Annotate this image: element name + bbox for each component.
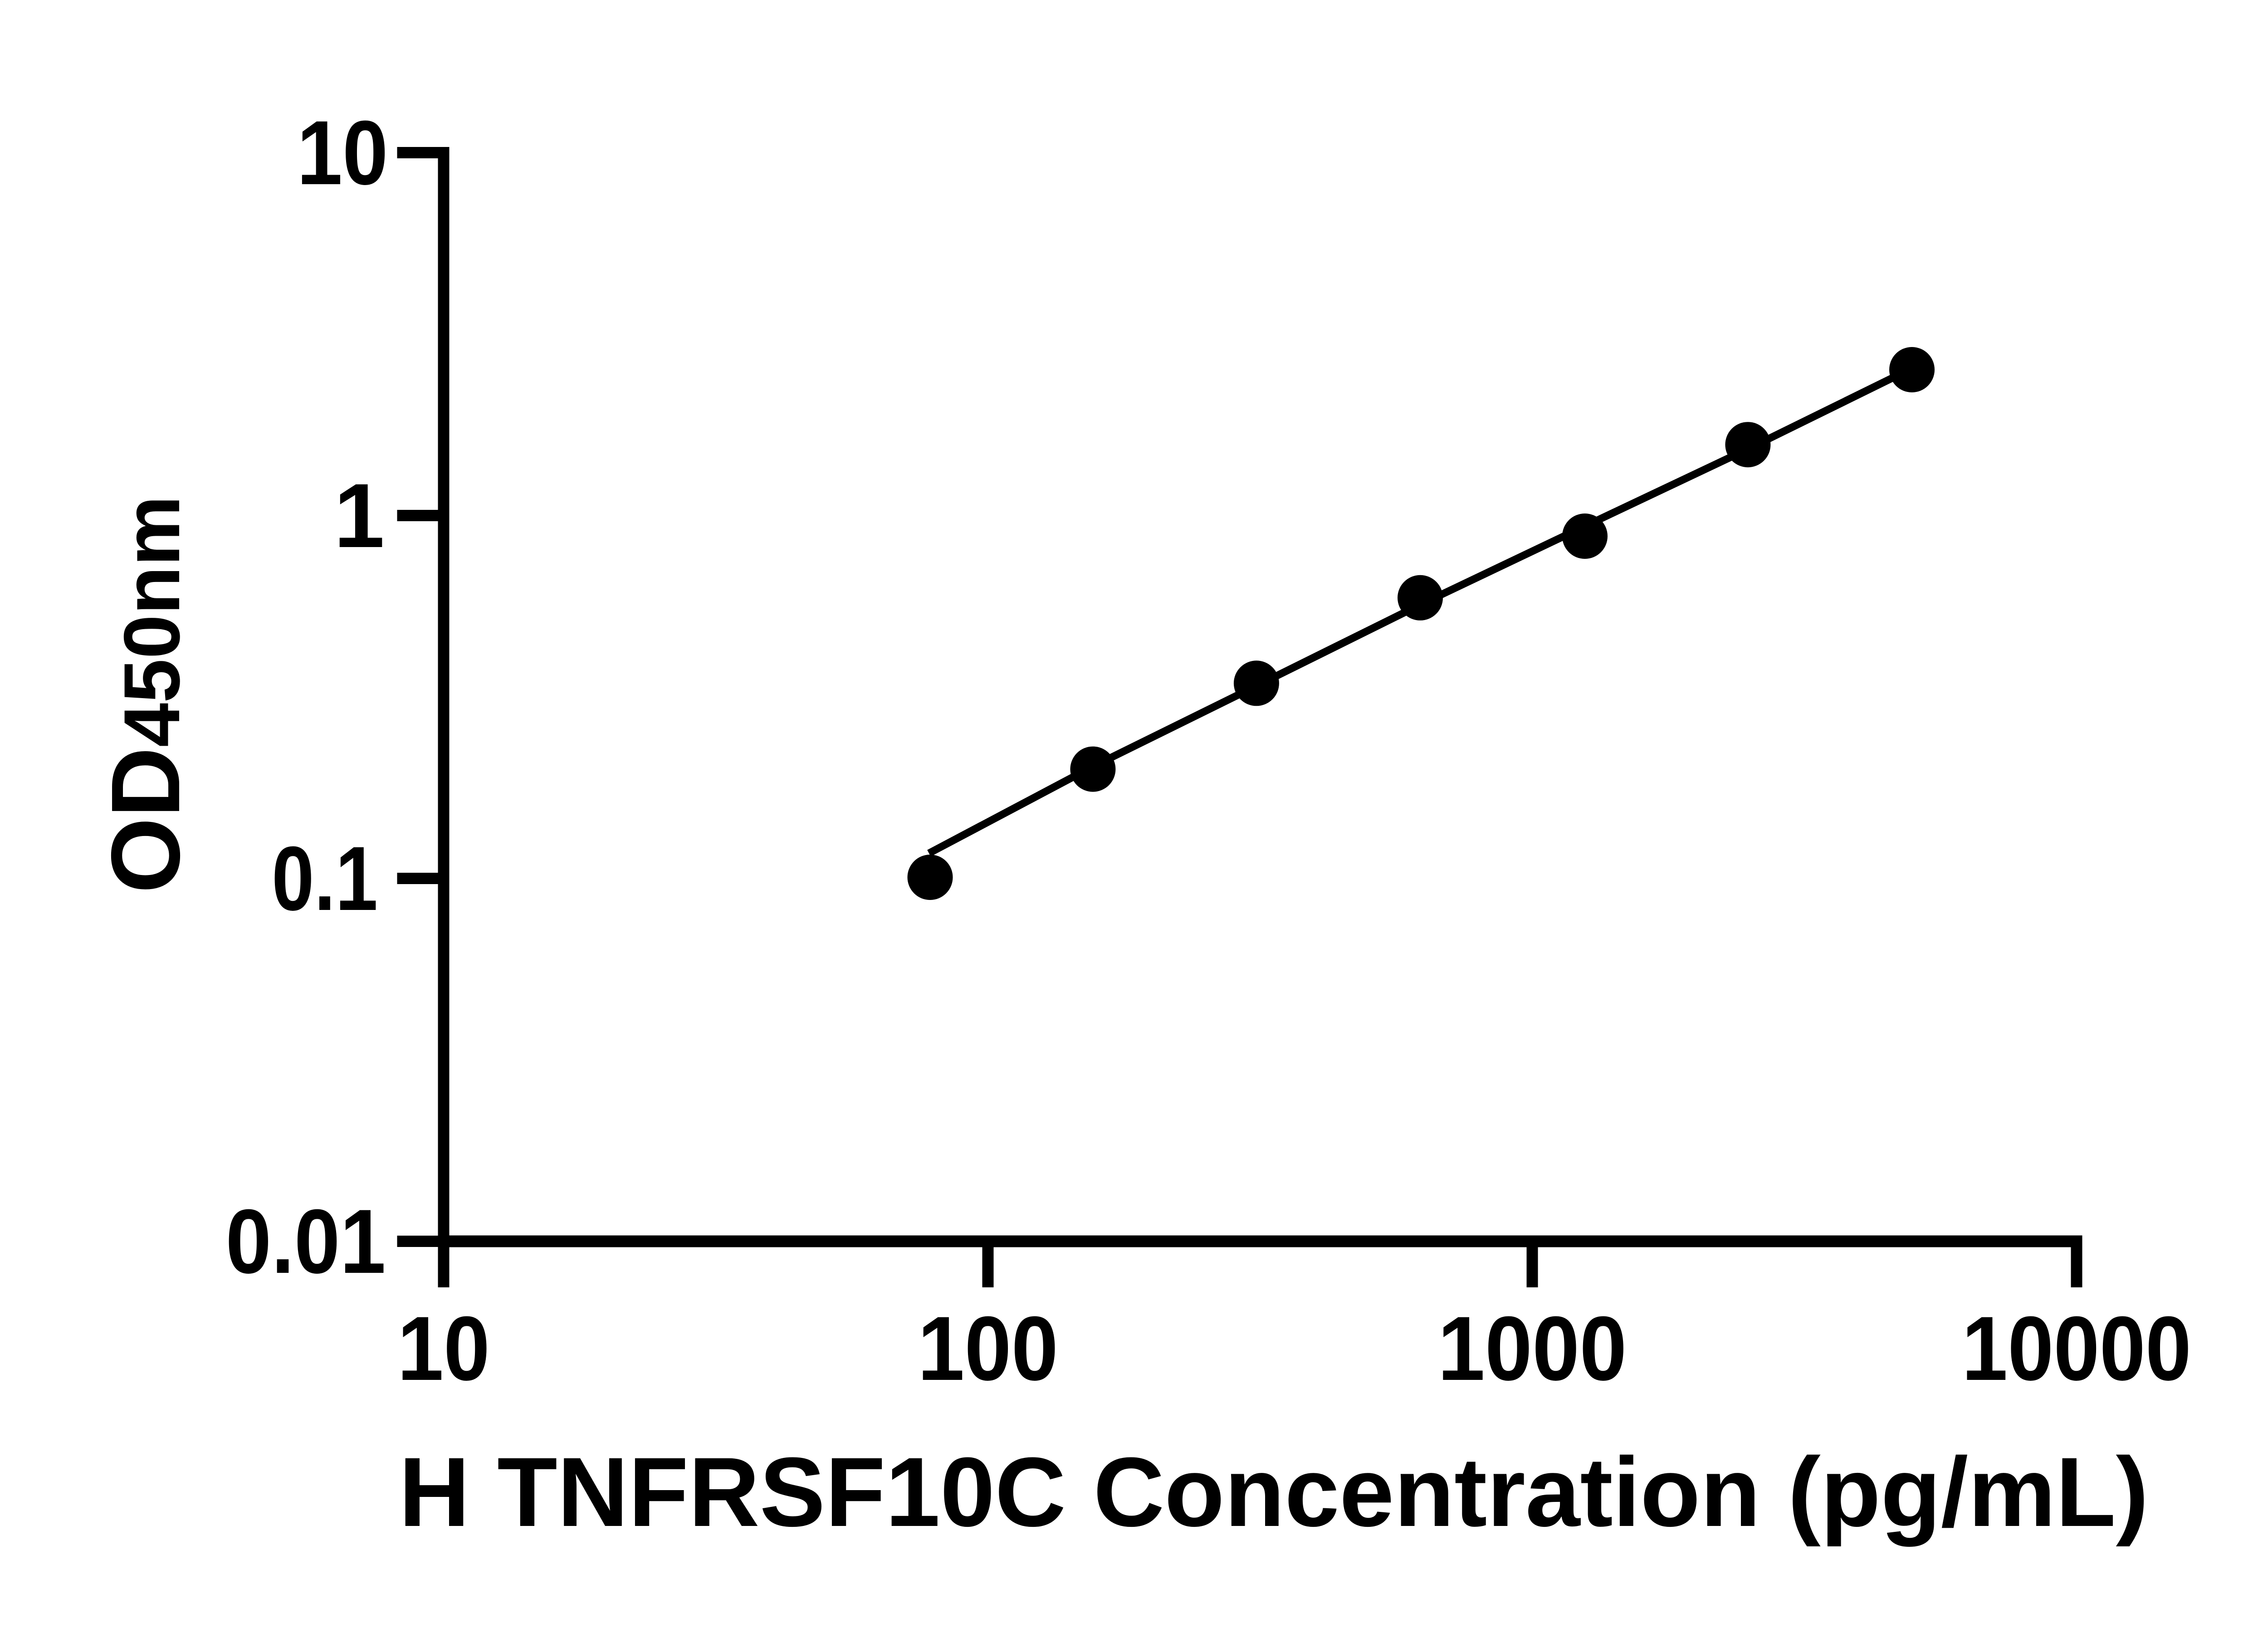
svg-text:0.01: 0.01 (226, 1190, 386, 1292)
svg-text:0.1: 0.1 (272, 827, 378, 929)
svg-text:OD450nm: OD450nm (91, 496, 200, 894)
svg-text:1000: 1000 (1438, 1297, 1627, 1399)
svg-text:10: 10 (297, 102, 388, 204)
svg-text:10: 10 (397, 1297, 490, 1399)
svg-text:100: 100 (918, 1297, 1058, 1399)
svg-text:10000: 10000 (1962, 1297, 2191, 1399)
svg-text:1: 1 (334, 464, 385, 567)
svg-text:H TNFRSF10C Concentration (pg/: H TNFRSF10C Concentration (pg/mL) (399, 1437, 2149, 1547)
